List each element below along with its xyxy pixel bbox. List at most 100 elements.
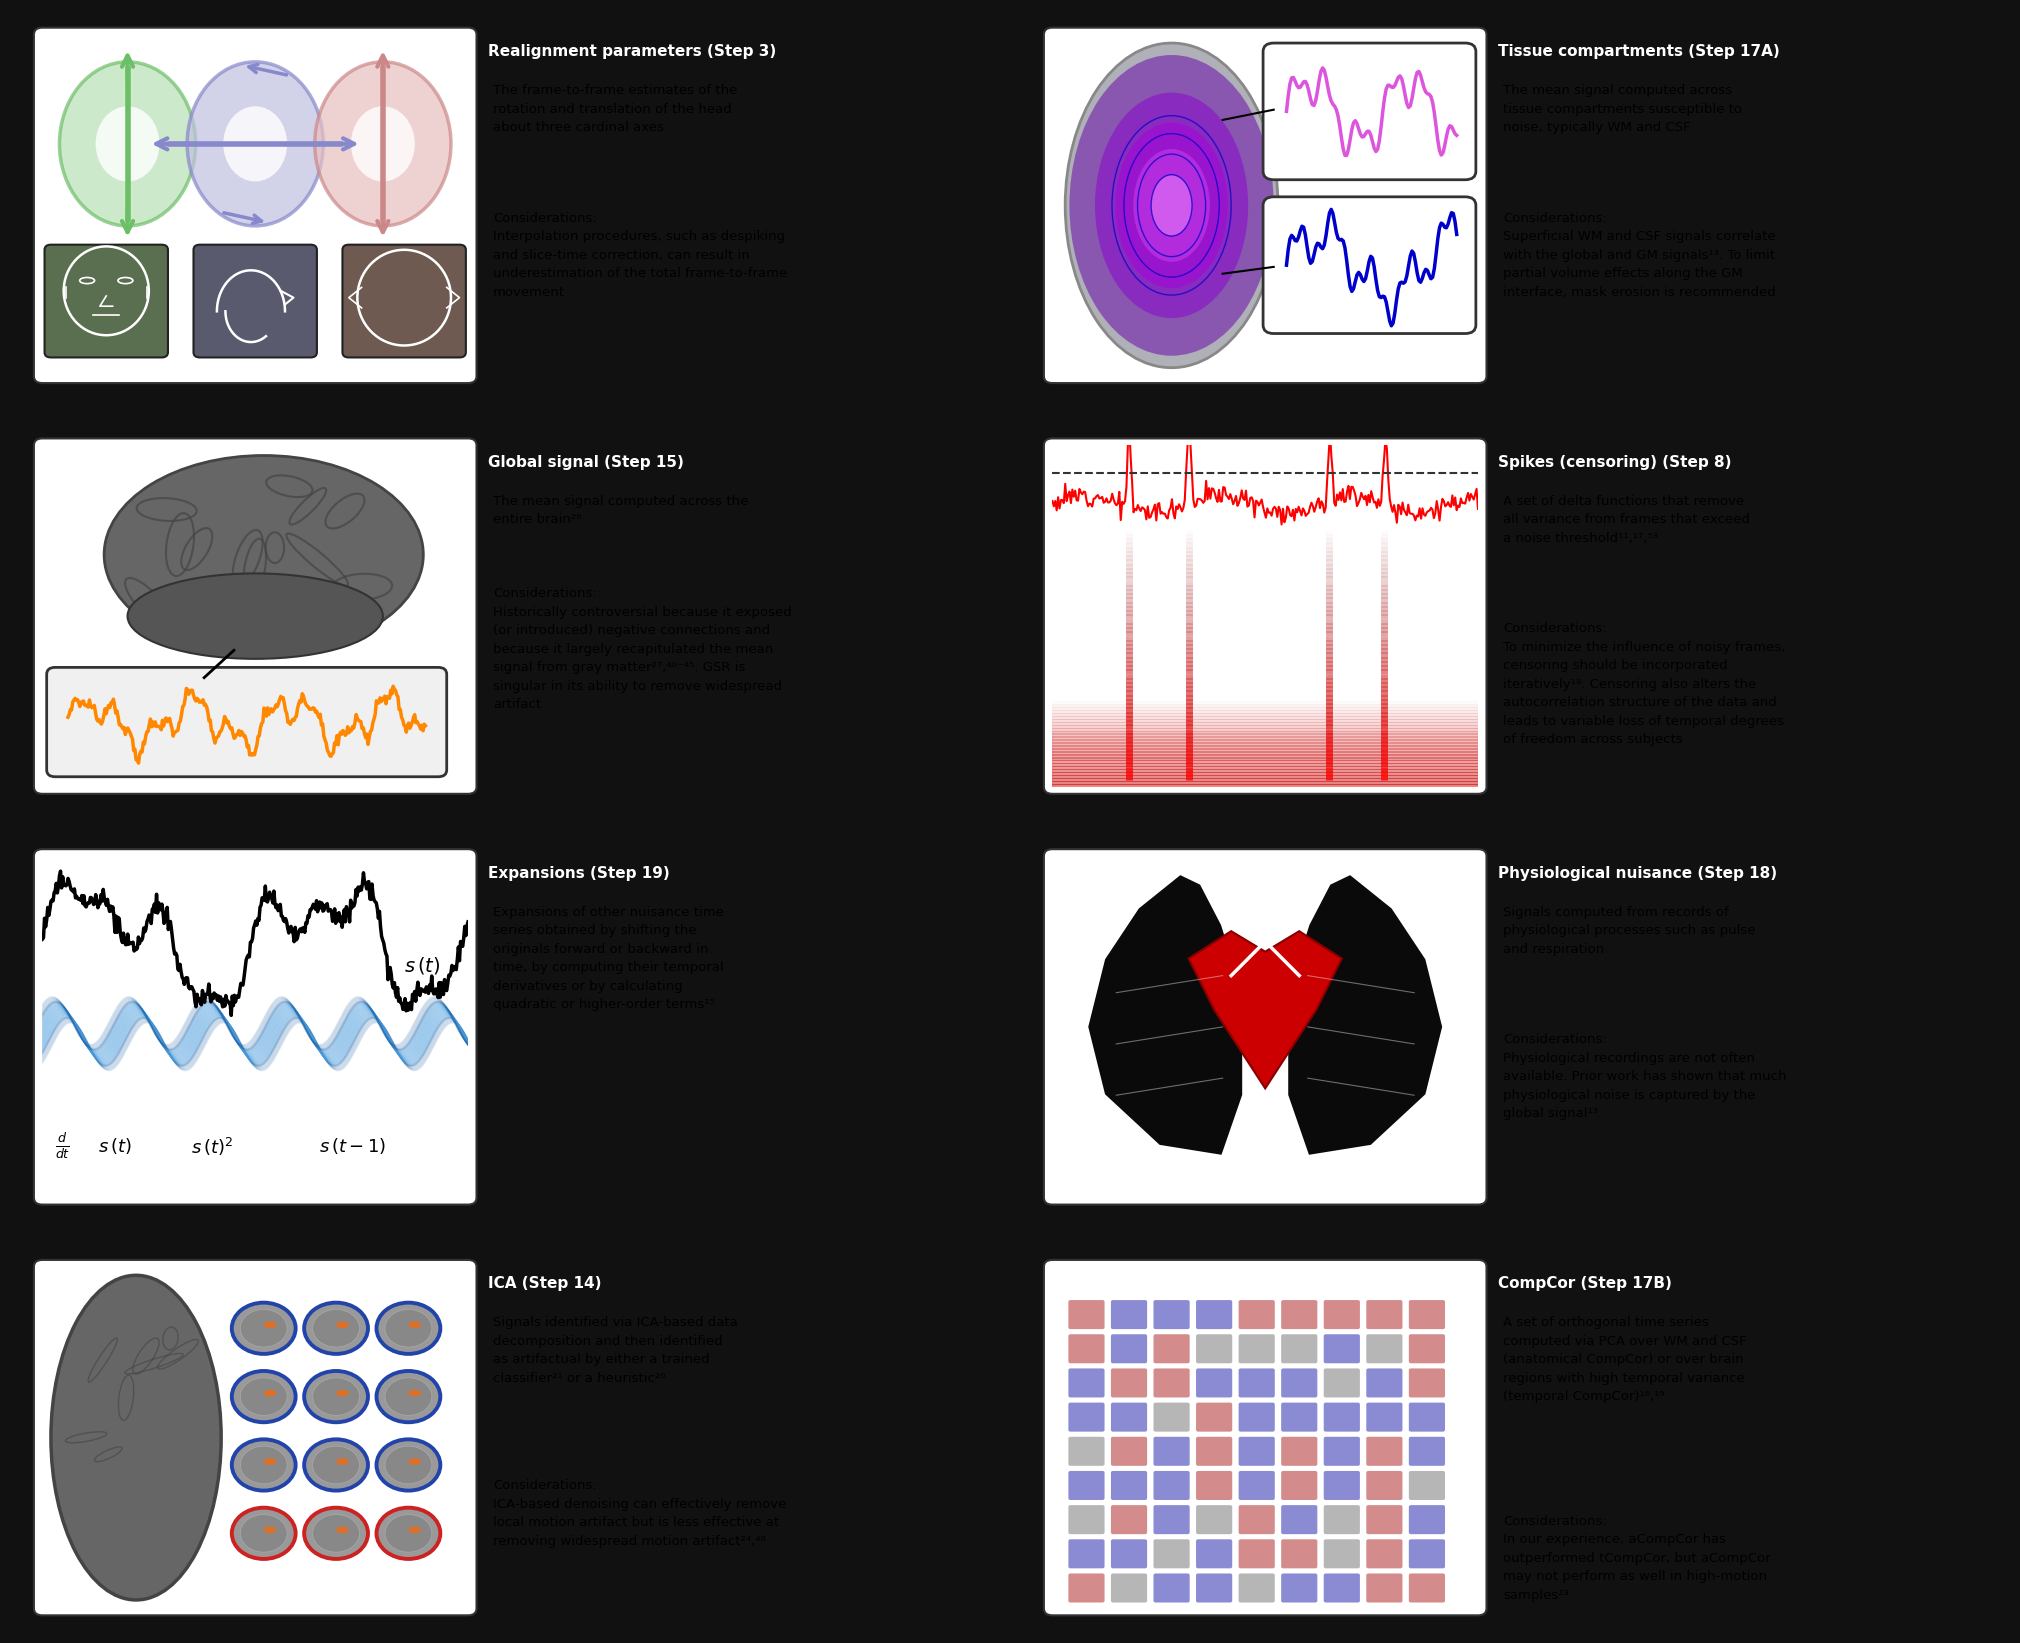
Circle shape bbox=[313, 1378, 360, 1415]
FancyBboxPatch shape bbox=[1069, 1574, 1105, 1602]
FancyBboxPatch shape bbox=[1323, 1539, 1359, 1569]
Polygon shape bbox=[1087, 872, 1244, 1157]
FancyBboxPatch shape bbox=[1069, 1539, 1105, 1569]
Bar bbox=[1052, 733, 1479, 738]
Text: Spikes (censoring) (Step 8): Spikes (censoring) (Step 8) bbox=[1499, 455, 1731, 470]
FancyBboxPatch shape bbox=[1323, 1403, 1359, 1431]
Ellipse shape bbox=[335, 1321, 349, 1328]
Circle shape bbox=[386, 1309, 432, 1347]
Circle shape bbox=[240, 1446, 287, 1484]
Circle shape bbox=[232, 1439, 295, 1490]
FancyBboxPatch shape bbox=[1044, 849, 1487, 1204]
Bar bbox=[1052, 739, 1479, 743]
Ellipse shape bbox=[335, 1457, 349, 1466]
Text: The mean signal computed across the
entire brain²⁶: The mean signal computed across the enti… bbox=[493, 495, 747, 526]
Ellipse shape bbox=[105, 455, 424, 654]
Bar bbox=[1052, 772, 1479, 775]
FancyBboxPatch shape bbox=[1366, 1470, 1402, 1500]
FancyBboxPatch shape bbox=[1238, 1574, 1275, 1602]
Ellipse shape bbox=[265, 1457, 277, 1466]
FancyBboxPatch shape bbox=[1366, 1539, 1402, 1569]
Circle shape bbox=[240, 1515, 287, 1553]
Circle shape bbox=[240, 1378, 287, 1415]
Text: $s\,(t)$: $s\,(t)$ bbox=[404, 955, 440, 976]
FancyBboxPatch shape bbox=[1281, 1539, 1317, 1569]
Ellipse shape bbox=[1069, 54, 1275, 357]
FancyBboxPatch shape bbox=[1238, 1539, 1275, 1569]
Text: $s\,(t-1)$: $s\,(t-1)$ bbox=[319, 1137, 386, 1157]
FancyBboxPatch shape bbox=[1408, 1574, 1444, 1602]
FancyBboxPatch shape bbox=[1408, 1300, 1444, 1329]
Bar bbox=[1052, 746, 1479, 749]
FancyBboxPatch shape bbox=[1111, 1470, 1147, 1500]
Bar bbox=[1052, 777, 1479, 780]
FancyBboxPatch shape bbox=[1111, 1300, 1147, 1329]
Text: $\frac{d}{dt}$: $\frac{d}{dt}$ bbox=[55, 1132, 71, 1162]
Text: Considerations:
ICA-based denoising can effectively remove
local motion artifact: Considerations: ICA-based denoising can … bbox=[493, 1479, 786, 1548]
FancyBboxPatch shape bbox=[1069, 1334, 1105, 1364]
FancyBboxPatch shape bbox=[1323, 1334, 1359, 1364]
FancyBboxPatch shape bbox=[1069, 1470, 1105, 1500]
FancyBboxPatch shape bbox=[343, 245, 467, 358]
Ellipse shape bbox=[265, 1526, 277, 1533]
FancyBboxPatch shape bbox=[1111, 1334, 1147, 1364]
Bar bbox=[1052, 775, 1479, 779]
Circle shape bbox=[232, 1303, 295, 1354]
FancyBboxPatch shape bbox=[34, 849, 477, 1204]
Text: Expansions (Step 19): Expansions (Step 19) bbox=[489, 866, 671, 881]
Bar bbox=[1052, 725, 1479, 728]
FancyBboxPatch shape bbox=[1111, 1403, 1147, 1431]
FancyBboxPatch shape bbox=[2, 828, 1008, 1226]
Ellipse shape bbox=[265, 1390, 277, 1397]
FancyBboxPatch shape bbox=[1153, 1470, 1190, 1500]
FancyBboxPatch shape bbox=[1111, 1436, 1147, 1466]
FancyBboxPatch shape bbox=[1153, 1300, 1190, 1329]
FancyBboxPatch shape bbox=[1153, 1574, 1190, 1602]
Circle shape bbox=[313, 1309, 360, 1347]
Ellipse shape bbox=[188, 62, 323, 225]
FancyBboxPatch shape bbox=[34, 1260, 477, 1615]
FancyBboxPatch shape bbox=[1281, 1369, 1317, 1398]
FancyBboxPatch shape bbox=[1366, 1436, 1402, 1466]
FancyBboxPatch shape bbox=[1281, 1470, 1317, 1500]
Ellipse shape bbox=[335, 1526, 349, 1533]
FancyBboxPatch shape bbox=[1238, 1334, 1275, 1364]
Bar bbox=[1052, 743, 1479, 746]
Text: $s\,(t)^2$: $s\,(t)^2$ bbox=[192, 1135, 234, 1158]
Circle shape bbox=[376, 1508, 440, 1559]
Ellipse shape bbox=[224, 107, 287, 181]
FancyBboxPatch shape bbox=[1408, 1369, 1444, 1398]
Circle shape bbox=[386, 1446, 432, 1484]
FancyBboxPatch shape bbox=[44, 245, 168, 358]
FancyBboxPatch shape bbox=[1366, 1574, 1402, 1602]
Circle shape bbox=[313, 1515, 360, 1553]
Ellipse shape bbox=[408, 1321, 422, 1328]
Bar bbox=[1052, 766, 1479, 769]
FancyBboxPatch shape bbox=[1408, 1436, 1444, 1466]
Ellipse shape bbox=[335, 1390, 349, 1397]
Bar bbox=[1052, 784, 1479, 787]
FancyBboxPatch shape bbox=[1281, 1403, 1317, 1431]
FancyBboxPatch shape bbox=[2, 417, 1008, 815]
Text: Considerations:
Interpolation procedures, such as despiking
and slice-time corre: Considerations: Interpolation procedures… bbox=[493, 212, 788, 299]
Ellipse shape bbox=[127, 573, 384, 659]
Ellipse shape bbox=[408, 1457, 422, 1466]
Bar bbox=[1052, 698, 1479, 702]
Circle shape bbox=[376, 1439, 440, 1490]
FancyBboxPatch shape bbox=[1323, 1574, 1359, 1602]
FancyBboxPatch shape bbox=[1153, 1539, 1190, 1569]
FancyBboxPatch shape bbox=[1281, 1300, 1317, 1329]
Circle shape bbox=[376, 1370, 440, 1423]
FancyBboxPatch shape bbox=[1238, 1300, 1275, 1329]
Ellipse shape bbox=[95, 107, 160, 181]
Ellipse shape bbox=[408, 1390, 422, 1397]
Ellipse shape bbox=[315, 62, 450, 225]
Bar bbox=[1052, 721, 1479, 725]
Text: Considerations:
In our experience, aCompCor has
outperformed tCompCor, but aComp: Considerations: In our experience, aComp… bbox=[1503, 1515, 1772, 1602]
FancyBboxPatch shape bbox=[194, 245, 317, 358]
Text: ICA (Step 14): ICA (Step 14) bbox=[489, 1277, 602, 1291]
Text: Considerations:
To minimize the influence of noisy frames,
censoring should be i: Considerations: To minimize the influenc… bbox=[1503, 623, 1786, 746]
Polygon shape bbox=[1188, 932, 1341, 1088]
Ellipse shape bbox=[1065, 43, 1279, 368]
Circle shape bbox=[232, 1508, 295, 1559]
